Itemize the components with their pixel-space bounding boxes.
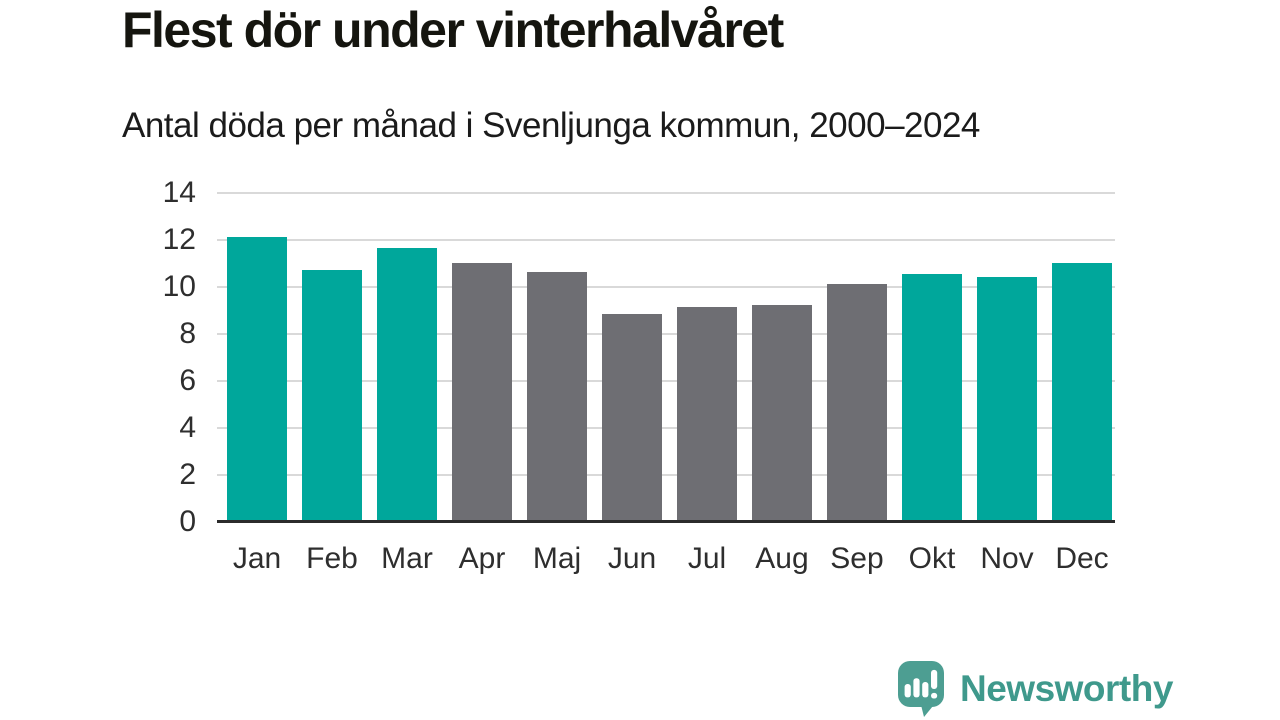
bar-jun <box>602 314 662 521</box>
y-tick-label-2: 2 <box>179 458 196 491</box>
gridline-14 <box>217 192 1115 194</box>
y-tick-label-14: 14 <box>162 176 196 209</box>
newsworthy-logo-text: Newsworthy <box>960 668 1173 709</box>
x-axis-line <box>217 520 1115 523</box>
bar-mar <box>377 248 437 521</box>
gridline-4 <box>217 427 1115 429</box>
bar-maj <box>527 271 587 521</box>
x-tick-label-jan: Jan <box>232 542 282 575</box>
x-tick-label-jun: Jun <box>607 542 657 575</box>
bar-okt <box>902 274 962 521</box>
y-tick-label-6: 6 <box>179 364 196 397</box>
gridline-10 <box>217 286 1115 288</box>
chart-title: Flest dör under vinterhalvåret <box>122 2 784 58</box>
bar-feb <box>302 269 362 521</box>
x-tick-label-apr: Apr <box>458 542 506 575</box>
x-tick-label-okt: Okt <box>908 542 956 575</box>
y-axis-labels: 0 2 4 6 8 10 12 14 <box>120 177 196 538</box>
bar-aug <box>752 304 812 521</box>
x-tick-label-maj: Maj <box>532 542 582 575</box>
x-tick-label-aug: Aug <box>755 542 809 575</box>
bar-jul <box>677 307 737 521</box>
x-tick-label-sep: Sep <box>830 542 884 575</box>
x-tick-label-dec: Dec <box>1055 542 1109 575</box>
x-tick-label-nov: Nov <box>980 542 1034 575</box>
gridline-2 <box>217 474 1115 476</box>
gridline-6 <box>217 380 1115 382</box>
x-axis-labels: Jan Feb Mar Apr Maj Jun Jul Aug Sep Okt Nov Dec <box>217 541 1115 581</box>
bar-dec <box>1052 262 1112 521</box>
x-tick-label-mar: Mar <box>381 542 433 575</box>
chart-subtitle: Antal döda per månad i Svenljunga kommun… <box>122 106 980 145</box>
x-tick-label-jul: Jul <box>687 542 727 575</box>
x-tick-label-feb: Feb <box>306 542 358 575</box>
bar-nov <box>977 276 1037 521</box>
y-tick-label-0: 0 <box>179 505 196 538</box>
y-tick-label-8: 8 <box>179 317 196 350</box>
bar-apr <box>452 262 512 521</box>
bar-sep <box>827 283 887 521</box>
newsworthy-logo: Newsworthy <box>898 661 1173 717</box>
newsworthy-logo-icon <box>898 661 944 717</box>
plot-area <box>217 192 1115 523</box>
bar-jan <box>227 236 287 521</box>
gridline-12 <box>217 239 1115 241</box>
gridline-8 <box>217 333 1115 335</box>
y-tick-label-12: 12 <box>162 223 196 256</box>
y-tick-label-10: 10 <box>162 270 196 303</box>
y-tick-label-4: 4 <box>179 411 196 444</box>
